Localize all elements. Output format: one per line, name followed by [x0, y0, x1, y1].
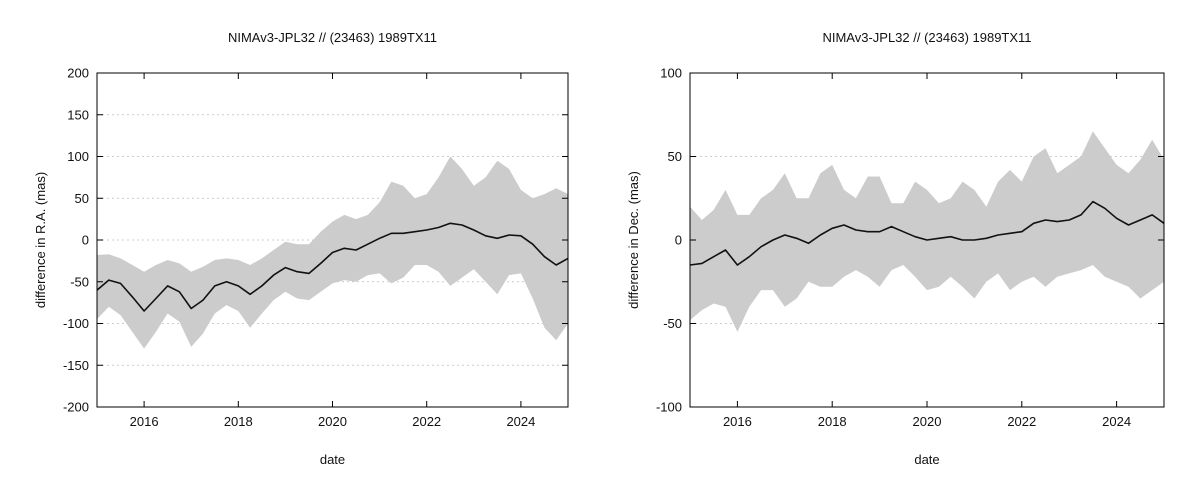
dec-x-tick-label: 2018 — [818, 414, 847, 429]
ra-y-tick-label: -100 — [63, 316, 89, 331]
dec-y-axis-label: difference in Dec. (mas) — [626, 171, 641, 309]
dec-x-tick-label: 2020 — [913, 414, 942, 429]
ra-y-tick-label: -200 — [63, 400, 89, 415]
dec-x-tick-label: 2024 — [1102, 414, 1131, 429]
dec-y-tick-label: -100 — [656, 400, 682, 415]
ra-difference-line — [96, 222, 569, 312]
ra-y-tick-label: 100 — [67, 149, 89, 164]
ra-x-tick-label: 2020 — [318, 414, 347, 429]
ra-x-axis-label: date — [320, 452, 345, 467]
dec-y-tick-label: 50 — [668, 149, 682, 164]
ra-y-tick-label: -150 — [63, 358, 89, 373]
ra-y-tick-label: 200 — [67, 66, 89, 81]
ra-x-tick-label: 2018 — [224, 414, 253, 429]
ra-y-tick-label: -50 — [70, 274, 89, 289]
dec-y-tick-label: 100 — [660, 66, 682, 81]
ra-x-tick-label: 2016 — [130, 414, 159, 429]
dec-uncertainty-band — [690, 131, 1164, 332]
ra-y-tick-label: 150 — [67, 107, 89, 122]
dec-panel: -100 -50 0 50 100 2016 2018 2020 2022 2024 NIMAv3-… — [626, 30, 1165, 467]
dec-y-tick-label: -50 — [663, 316, 682, 331]
ra-panel: -200 -150 -100 -50 0 50 100 150 200 2016 2018 2020 2… — [33, 30, 569, 467]
dec-chart-title: NIMAv3-JPL32 // (23463) 1989TX11 — [822, 30, 1031, 45]
dec-x-tick-label: 2022 — [1007, 414, 1036, 429]
ra-chart-title: NIMAv3-JPL32 // (23463) 1989TX11 — [228, 30, 437, 45]
ra-y-tick-label: 50 — [75, 191, 89, 206]
dec-difference-line — [689, 200, 1165, 266]
ra-x-tick-label: 2022 — [412, 414, 441, 429]
ra-y-axis-label: difference in R.A. (mas) — [33, 172, 48, 308]
ra-y-tick-label: 0 — [82, 233, 89, 248]
dec-x-axis-label: date — [914, 452, 939, 467]
dec-x-tick-label: 2016 — [723, 414, 752, 429]
dec-y-tick-label: 0 — [675, 233, 682, 248]
ra-x-tick-label: 2024 — [506, 414, 535, 429]
